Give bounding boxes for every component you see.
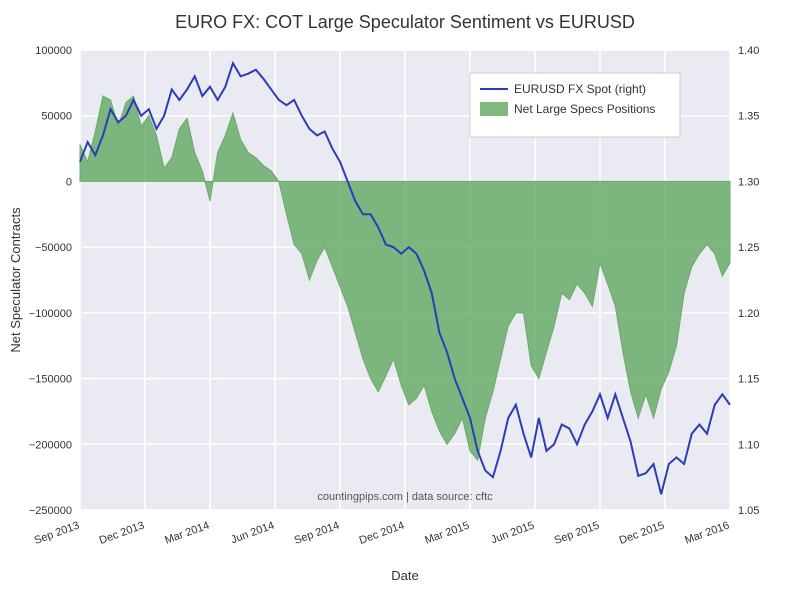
ylabel-left: Net Speculator Contracts	[8, 207, 23, 353]
xtick-label: Dec 2014	[358, 520, 406, 547]
xtick-label: Jun 2014	[229, 520, 276, 547]
ytick-right: 1.40	[738, 45, 759, 57]
ytick-right: 1.15	[738, 374, 759, 386]
ytick-right: 1.10	[738, 439, 759, 451]
ytick-left: 100000	[35, 45, 72, 57]
legend-area-swatch	[480, 102, 508, 116]
chart-credit: countingpips.com | data source: cftc	[317, 491, 493, 503]
ytick-right: 1.20	[738, 308, 759, 320]
ytick-right: 1.05	[738, 505, 759, 517]
xtick-label: Mar 2014	[163, 520, 211, 547]
ytick-left: −150000	[29, 374, 72, 386]
ytick-left: 0	[66, 176, 72, 188]
xtick-label: Sep 2015	[553, 520, 601, 547]
ytick-left: −200000	[29, 439, 72, 451]
ytick-right: 1.30	[738, 176, 759, 188]
chart-title: EURO FX: COT Large Speculator Sentiment …	[175, 12, 635, 32]
ytick-left: −250000	[29, 505, 72, 517]
ytick-right: 1.35	[738, 111, 759, 123]
legend-label: EURUSD FX Spot (right)	[514, 82, 646, 96]
xtick-label: Jun 2015	[489, 520, 536, 547]
ytick-left: −100000	[29, 308, 72, 320]
chart-svg: −250000 −200000 −150000 −100000 −50000 0 50000…	[0, 0, 800, 600]
legend-label: Net Large Specs Positions	[514, 102, 655, 116]
xtick-label: Mar 2015	[423, 520, 471, 547]
xtick-label: Dec 2015	[618, 520, 666, 547]
xtick-label: Mar 2016	[683, 520, 731, 547]
xtick-label: Sep 2014	[293, 520, 341, 547]
xlabel: Date	[391, 568, 418, 583]
ytick-left: 50000	[41, 111, 72, 123]
xtick-label: Dec 2013	[98, 520, 146, 547]
xtick-label: Sep 2013	[33, 520, 81, 547]
ytick-left: −50000	[35, 242, 72, 254]
ytick-right: 1.25	[738, 242, 759, 254]
chart-container: −250000 −200000 −150000 −100000 −50000 0 50000…	[0, 0, 800, 600]
